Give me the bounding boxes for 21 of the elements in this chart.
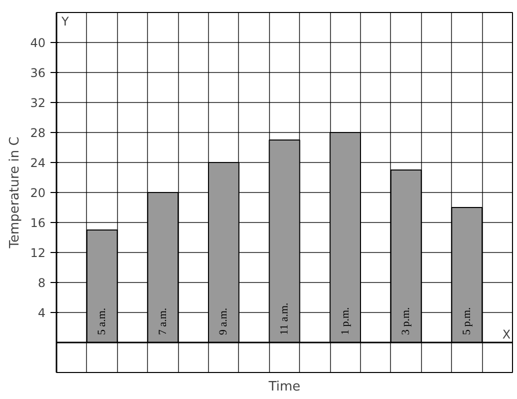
y-tick-label: 12 (30, 246, 46, 260)
y-tick-label: 36 (30, 66, 46, 80)
annotation: X (502, 328, 511, 342)
y-tick-label: 40 (30, 36, 46, 50)
y-tick-label: 20 (30, 186, 46, 200)
y-tick-label: 32 (30, 96, 46, 110)
x-tick-label: 5 a.m. (96, 308, 108, 335)
x-tick-label: 1 p.m. (339, 306, 352, 335)
y-tick-label: 24 (30, 156, 46, 170)
annotation: Y (60, 14, 70, 28)
y-tick-label: 4 (38, 306, 46, 320)
y-tick-label: 8 (38, 276, 46, 290)
x-tick-label: 11 a.m. (278, 302, 290, 335)
x-axis-title: Time (268, 380, 300, 394)
x-tick-label: 3 p.m. (400, 306, 412, 335)
y-tick-label: 28 (30, 126, 46, 140)
y-tick-label: 16 (30, 216, 46, 230)
x-tick-label: 5 p.m. (460, 306, 473, 335)
x-tick-label: 9 a.m. (218, 308, 230, 335)
x-tick-label: 7 a.m. (156, 308, 169, 335)
y-axis-title: Temperature in C (8, 136, 22, 250)
